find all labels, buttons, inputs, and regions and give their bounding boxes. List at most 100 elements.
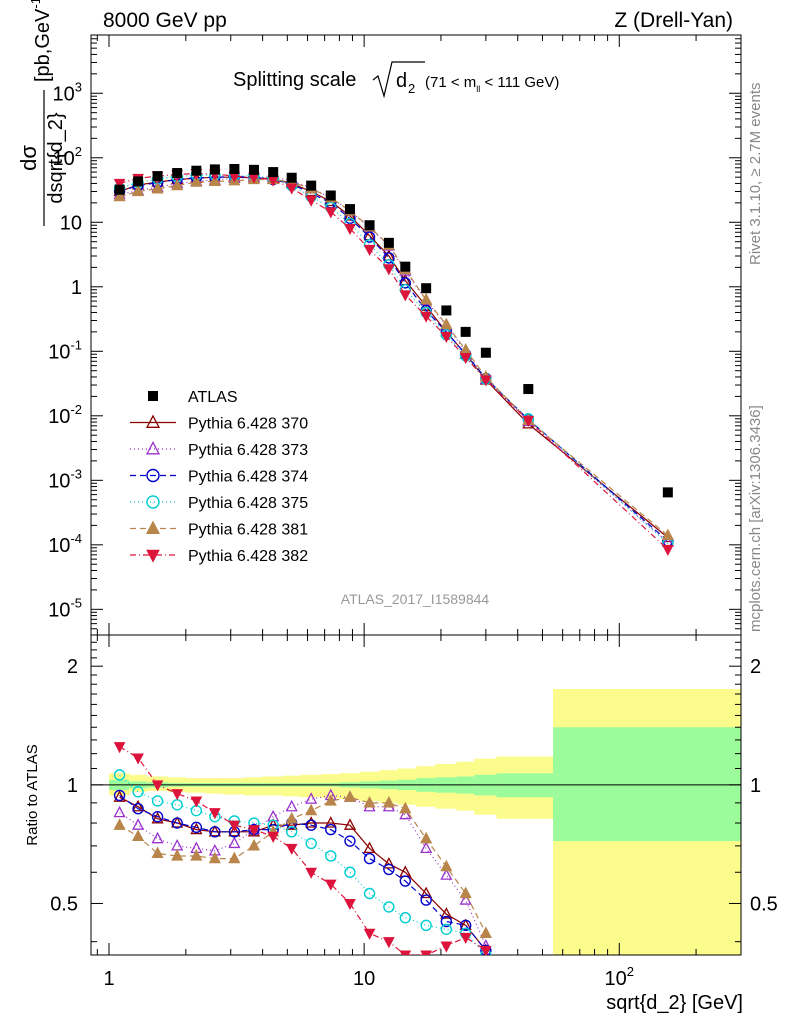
data-point-ratio bbox=[399, 865, 412, 877]
data-point-main bbox=[522, 415, 535, 427]
legend-label: Pythia 6.428 381 bbox=[188, 522, 308, 539]
title-symbol-sub: 2 bbox=[408, 81, 415, 96]
data-point-ratio bbox=[440, 868, 453, 880]
data-point-ratio bbox=[285, 799, 298, 812]
data-point-main bbox=[440, 331, 453, 344]
data-point-ratio bbox=[305, 792, 318, 804]
data-point-ratio bbox=[113, 818, 126, 830]
data-point-ratio bbox=[399, 950, 412, 955]
atlas-point bbox=[152, 171, 163, 182]
plot-title: Splitting scale d 2 (71 < mll < 111 GeV) bbox=[233, 61, 559, 99]
data-point-ratio bbox=[363, 928, 376, 940]
atlas-point bbox=[268, 167, 279, 178]
atlas-point bbox=[364, 220, 375, 231]
title-cut-sub: ll bbox=[476, 84, 480, 94]
data-point-ratio bbox=[151, 795, 164, 807]
data-point-ratio bbox=[247, 838, 261, 851]
data-point-ratio bbox=[285, 843, 298, 855]
data-point-ratio bbox=[171, 817, 183, 829]
data-point-ratio bbox=[459, 932, 472, 945]
atlas-point bbox=[114, 184, 125, 195]
data-point-ratio bbox=[209, 808, 221, 820]
stat-uncertainty-band bbox=[553, 727, 741, 842]
data-point-ratio bbox=[399, 875, 412, 887]
y-tick-label-main: 10-4 bbox=[48, 531, 82, 557]
x-tick-label: 10 bbox=[353, 968, 375, 990]
data-point-ratio bbox=[305, 803, 318, 816]
atlas-point bbox=[460, 326, 471, 337]
legend-item: Pythia 6.428 373 bbox=[130, 441, 308, 459]
atlas-point bbox=[344, 204, 355, 215]
main-plot-data bbox=[113, 163, 674, 556]
y-tick-label-main: 10 bbox=[60, 212, 82, 234]
title-cut-post: < 111 GeV) bbox=[480, 74, 559, 91]
data-point-ratio bbox=[459, 918, 472, 930]
data-point-ratio bbox=[363, 852, 376, 865]
data-point-ratio bbox=[113, 742, 126, 754]
data-point-ratio bbox=[420, 841, 433, 853]
data-point-ratio bbox=[399, 801, 412, 814]
legend-label: Pythia 6.428 374 bbox=[188, 469, 308, 486]
data-point-main bbox=[285, 183, 298, 195]
data-point-ratio bbox=[344, 898, 356, 911]
series-line-ratio bbox=[119, 794, 487, 947]
title-cut-pre: (71 < m bbox=[425, 74, 476, 91]
header-right: Z (Drell-Yan) bbox=[614, 9, 733, 32]
data-point-ratio bbox=[344, 835, 356, 847]
legend-label: ATLAS bbox=[188, 389, 238, 406]
y-tick-label-ratio: 2 bbox=[67, 656, 78, 678]
legend-marker bbox=[148, 391, 158, 401]
series-line-main bbox=[119, 176, 669, 543]
data-point-ratio bbox=[285, 826, 298, 838]
data-point-ratio bbox=[209, 826, 221, 838]
data-point-main bbox=[113, 189, 126, 202]
data-point-ratio bbox=[190, 849, 203, 861]
ratio-plot-frame bbox=[90, 634, 742, 956]
data-point-main bbox=[208, 174, 221, 187]
y-tick-label-main: 10-1 bbox=[48, 337, 82, 363]
data-point-ratio bbox=[343, 790, 357, 802]
data-point-ratio bbox=[190, 821, 203, 834]
data-point-ratio bbox=[305, 816, 318, 828]
data-point-ratio bbox=[343, 818, 357, 830]
data-point-ratio bbox=[151, 831, 164, 844]
y-tick-label-main: 10-2 bbox=[48, 402, 82, 428]
data-point-ratio bbox=[171, 838, 184, 851]
y-tick-label-main: 10-3 bbox=[48, 466, 82, 492]
atlas-point bbox=[286, 172, 297, 183]
legend-label: Pythia 6.428 375 bbox=[188, 495, 308, 512]
data-point-ratio bbox=[305, 819, 317, 831]
legend-marker bbox=[146, 495, 160, 509]
data-point-ratio bbox=[383, 901, 395, 913]
legend: ATLAS Pythia 6.428 370 Pythia 6.428 373 Pyt… bbox=[130, 389, 308, 565]
data-point-ratio bbox=[440, 907, 453, 919]
data-point-ratio bbox=[228, 820, 241, 832]
data-point-ratio bbox=[363, 795, 376, 808]
data-point-ratio bbox=[171, 789, 183, 801]
title-cut: (71 < mll < 111 GeV) bbox=[425, 74, 559, 94]
data-point-ratio bbox=[171, 799, 183, 811]
data-point-main bbox=[151, 181, 164, 194]
atlas-point bbox=[523, 384, 534, 395]
data-point-main bbox=[344, 224, 356, 236]
data-point-ratio bbox=[363, 841, 376, 853]
data-point-ratio bbox=[383, 863, 395, 876]
atlas-point bbox=[209, 164, 220, 175]
legend-marker bbox=[145, 441, 161, 455]
analysis-watermark: ATLAS_2017_I1589844 bbox=[341, 591, 490, 607]
data-point-ratio bbox=[479, 926, 492, 938]
legend-label: Pythia 6.428 370 bbox=[188, 416, 308, 433]
data-point-ratio bbox=[113, 805, 126, 818]
header-left: 8000 GeV pp bbox=[103, 9, 227, 32]
y-tick-label-main: 1 bbox=[71, 277, 82, 299]
data-point-main bbox=[399, 277, 412, 289]
data-point-ratio bbox=[132, 753, 144, 765]
data-point-ratio bbox=[151, 811, 164, 824]
data-point-main bbox=[113, 178, 126, 191]
data-point-ratio bbox=[382, 857, 395, 869]
data-point-main bbox=[459, 353, 472, 365]
atlas-point bbox=[306, 180, 317, 191]
ylabel-unit: [pb,GeV-1] bbox=[28, 0, 54, 82]
data-point-main bbox=[383, 252, 395, 264]
